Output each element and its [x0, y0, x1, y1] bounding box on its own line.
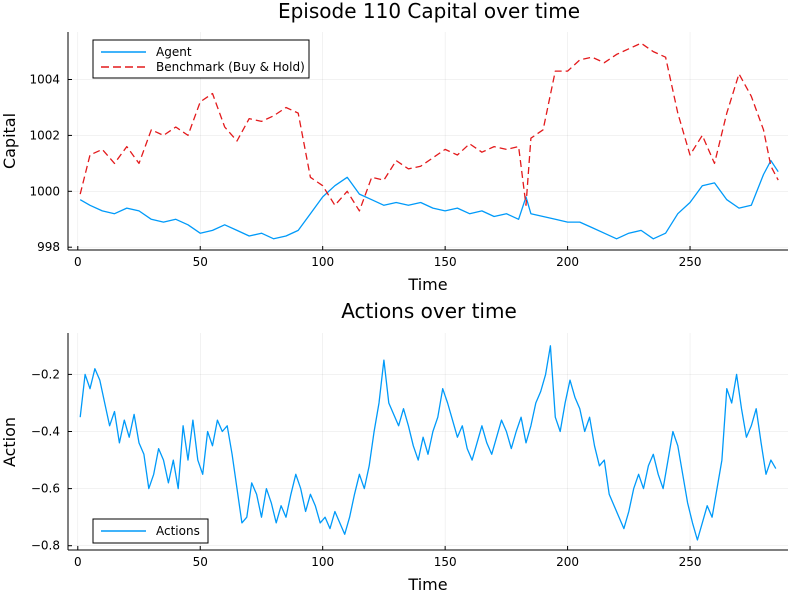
actions-y-tick-label: −0.4 — [31, 425, 60, 439]
legend-agent-label: Agent — [156, 45, 192, 59]
capital-x-tick-label: 200 — [556, 255, 579, 269]
actions-legend: Actions — [92, 518, 209, 544]
capital-x-label: Time — [407, 275, 447, 294]
actions-chart: Actions over time 0 50 100 150 200 250 −0.8 −0.… — [0, 299, 788, 594]
capital-series-benchmark-buy-hold — [79, 42, 779, 212]
actions-x-tick-label: 150 — [434, 555, 457, 569]
capital-legend-box — [92, 39, 310, 79]
capital-y-label: Capital — [0, 113, 19, 169]
actions-series-actions — [79, 345, 777, 541]
capital-y-tick-label: 1004 — [29, 73, 60, 87]
actions-chart-title: Actions over time — [341, 299, 517, 323]
actions-x-tick-label: 200 — [556, 555, 579, 569]
capital-x-tick-label: 250 — [679, 255, 702, 269]
capital-chart-title: Episode 110 Capital over time — [278, 0, 580, 23]
capital-chart: Episode 110 Capital over time 0 50 100 150 2… — [0, 0, 788, 294]
actions-y-label: Action — [0, 417, 19, 467]
actions-y-tick-label: −0.2 — [31, 367, 60, 381]
actions-x-tick-label: 100 — [311, 555, 334, 569]
actions-y-tick-label: −0.8 — [31, 539, 60, 553]
capital-legend: Agent Benchmark (Buy & Hold) — [92, 39, 310, 79]
actions-y-tick-label: −0.6 — [31, 482, 60, 496]
capital-y-tick-label: 1002 — [29, 128, 60, 142]
capital-y-tick-label: 1000 — [29, 184, 60, 198]
legend-benchmark-label: Benchmark (Buy & Hold) — [156, 60, 305, 74]
actions-x-tick-label: 0 — [74, 555, 82, 569]
capital-y-tick-label: 998 — [37, 240, 60, 254]
legend-actions-label: Actions — [156, 524, 200, 538]
capital-x-tick-label: 0 — [74, 255, 82, 269]
capital-x-tick-label: 100 — [311, 255, 334, 269]
actions-x-tick-label: 250 — [679, 555, 702, 569]
capital-x-tick-label: 50 — [193, 255, 208, 269]
capital-x-tick-label: 150 — [434, 255, 457, 269]
actions-x-label: Time — [407, 575, 447, 594]
actions-x-tick-label: 50 — [193, 555, 208, 569]
capital-series-agent — [79, 159, 779, 240]
